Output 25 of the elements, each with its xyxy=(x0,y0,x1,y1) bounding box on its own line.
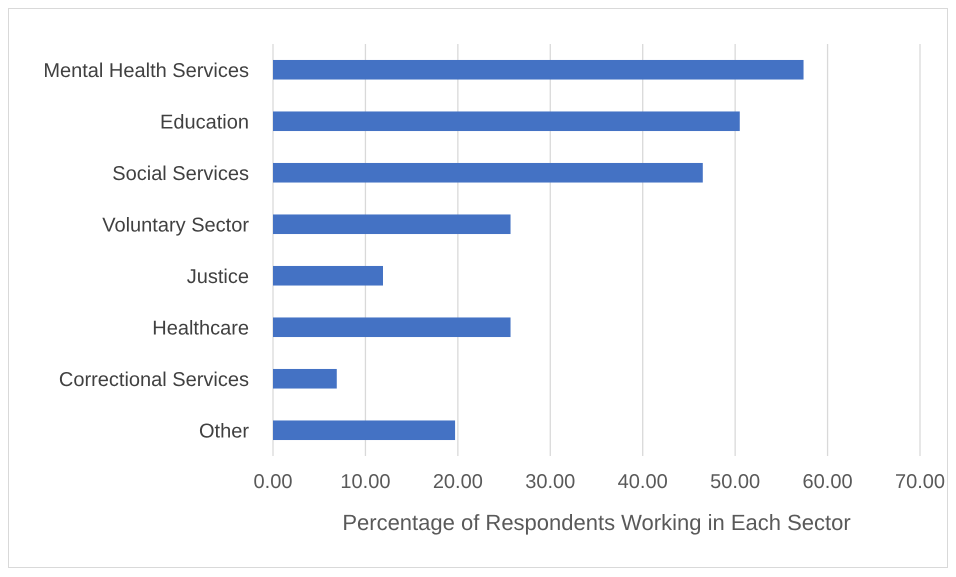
bar xyxy=(273,162,703,183)
bar xyxy=(273,420,456,440)
x-tick-label: 50.00 xyxy=(710,471,760,493)
x-axis-title: Percentage of Respondents Working in Each Sector xyxy=(342,510,851,535)
x-tick-label: 0.00 xyxy=(254,471,292,493)
bar xyxy=(273,214,511,234)
y-tick-label: Education xyxy=(160,111,249,134)
y-tick-label: Justice xyxy=(186,266,249,288)
bar xyxy=(273,111,740,132)
bar xyxy=(273,60,804,80)
y-tick-label: Healthcare xyxy=(152,317,249,340)
y-tick-label: Correctional Services xyxy=(58,368,249,391)
y-tick-label: Other xyxy=(198,420,250,442)
x-tick-label: 20.00 xyxy=(432,471,483,493)
x-tick-label: 30.00 xyxy=(525,471,576,493)
bar xyxy=(273,266,383,286)
x-tick-label: 40.00 xyxy=(618,471,668,493)
y-tick-label: Social Services xyxy=(112,162,249,185)
bar xyxy=(273,317,511,338)
y-tick-label: Voluntary Sector xyxy=(102,214,250,236)
x-tick-label: 70.00 xyxy=(894,471,946,493)
bar xyxy=(273,368,337,389)
x-tick-label: 60.00 xyxy=(802,471,853,493)
y-tick-label: Mental Health Services xyxy=(43,60,249,82)
x-tick-label: 10.00 xyxy=(340,471,390,493)
